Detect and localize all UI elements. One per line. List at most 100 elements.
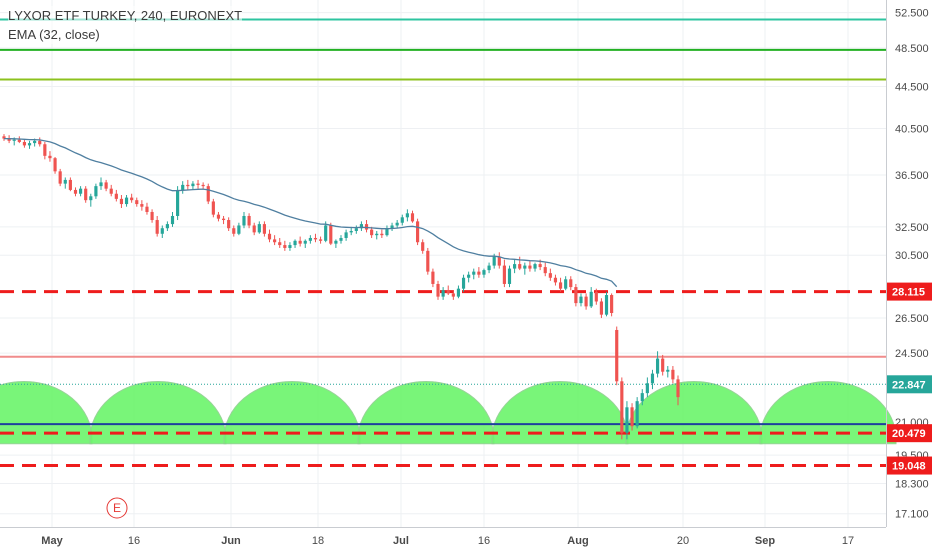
chart-legend: LYXOR ETF TURKEY, 240, EURONEXT EMA (32,… — [8, 6, 243, 44]
candle-body — [267, 233, 272, 240]
time-axis[interactable]: May 16 Jun 18 Jul 16 Aug 20 Sep 17 — [0, 527, 886, 548]
candle-body — [410, 213, 415, 222]
candle — [150, 209, 154, 223]
time-tick-label: Jun — [221, 535, 241, 547]
candle-body — [324, 225, 328, 241]
candle-body — [589, 291, 593, 307]
price-tick-label: 17.100 — [895, 509, 929, 521]
dashed-level-28-badge-bg — [887, 282, 932, 301]
candle — [109, 184, 113, 197]
candle-body — [252, 225, 256, 233]
candle — [477, 267, 481, 278]
candle-body — [155, 220, 159, 234]
candle-body — [349, 230, 353, 233]
candle-body — [68, 179, 72, 190]
event-marker[interactable]: E — [106, 497, 128, 519]
candle — [252, 222, 256, 236]
semicircle-shape — [491, 380, 629, 445]
candle — [273, 235, 277, 246]
candle-body — [273, 239, 277, 243]
time-tick-label: 16 — [478, 535, 490, 547]
candle-body — [446, 290, 450, 294]
candle-body — [135, 200, 139, 205]
candle — [385, 225, 389, 237]
candle-body — [232, 228, 236, 234]
candle — [650, 369, 655, 390]
dashed-level-28-badge-text: 28.115 — [892, 287, 925, 299]
candle — [579, 293, 583, 307]
candle — [114, 189, 118, 202]
price-tick-label: 44.500 — [895, 81, 929, 93]
candle-body — [523, 265, 527, 269]
candle-body — [533, 264, 537, 269]
candle-body — [17, 139, 21, 142]
candle — [446, 285, 450, 296]
price-axis[interactable]: 52.500 48.500 44.500 40.500 36.500 32.500 30.5… — [886, 0, 932, 527]
candle-body — [655, 358, 660, 374]
candle-body — [502, 265, 506, 284]
candle-body — [635, 401, 639, 427]
candle-body — [645, 383, 649, 394]
candle-body — [518, 264, 522, 269]
candle — [436, 280, 440, 300]
candle — [461, 274, 466, 292]
candle-body — [661, 358, 665, 372]
candle-body — [630, 407, 634, 427]
candle — [599, 298, 603, 319]
candle-body — [400, 217, 404, 223]
candle-body — [318, 239, 323, 241]
candle — [487, 262, 491, 274]
time-tick-label: 20 — [677, 535, 689, 547]
candle-body — [625, 407, 629, 433]
candle — [181, 181, 185, 194]
event-marker-circle[interactable] — [106, 497, 128, 519]
candle — [257, 221, 261, 234]
candle — [666, 366, 670, 378]
price-tick-label: 26.500 — [895, 313, 929, 325]
dashed-level-19-badge-text: 19.048 — [892, 461, 926, 473]
candle — [73, 187, 78, 197]
candle — [421, 239, 425, 254]
candle — [543, 262, 547, 277]
candle — [405, 209, 409, 222]
candle — [130, 193, 134, 203]
price-tick-label: 24.500 — [895, 348, 929, 360]
candle-body — [89, 196, 93, 201]
candle — [278, 237, 282, 248]
candle-body — [48, 155, 52, 159]
candle — [58, 168, 62, 187]
candle — [630, 403, 634, 431]
candle-body — [7, 138, 11, 141]
time-tick-label: 17 — [842, 535, 854, 547]
candle-body — [344, 232, 348, 238]
candle — [364, 220, 369, 233]
candle — [553, 274, 558, 286]
candle-body — [507, 268, 512, 284]
candle-body — [191, 183, 195, 187]
candle — [160, 225, 164, 238]
candle — [645, 377, 649, 398]
candle — [584, 293, 588, 310]
dashed-level-20-badge-text: 20.479 — [892, 428, 926, 440]
candle-body — [334, 240, 338, 244]
candle — [288, 242, 292, 251]
candle — [416, 218, 420, 246]
candle-body — [390, 225, 394, 229]
candle — [99, 177, 103, 190]
candle — [206, 183, 210, 205]
price-tick-label: 32.500 — [895, 222, 929, 234]
price-tick-label: 48.500 — [895, 43, 929, 55]
candle-body — [548, 273, 552, 278]
candle — [221, 215, 226, 225]
candle-body — [640, 393, 644, 402]
candle — [594, 288, 598, 305]
candle-body — [262, 224, 266, 234]
price-tick-label: 40.500 — [895, 124, 929, 136]
candle-body — [303, 240, 307, 244]
candle — [640, 389, 644, 406]
dashed-level-19-badge: 19.048 — [887, 456, 932, 475]
candle-body — [472, 271, 476, 275]
candle-body — [671, 369, 675, 380]
candle — [574, 283, 578, 307]
